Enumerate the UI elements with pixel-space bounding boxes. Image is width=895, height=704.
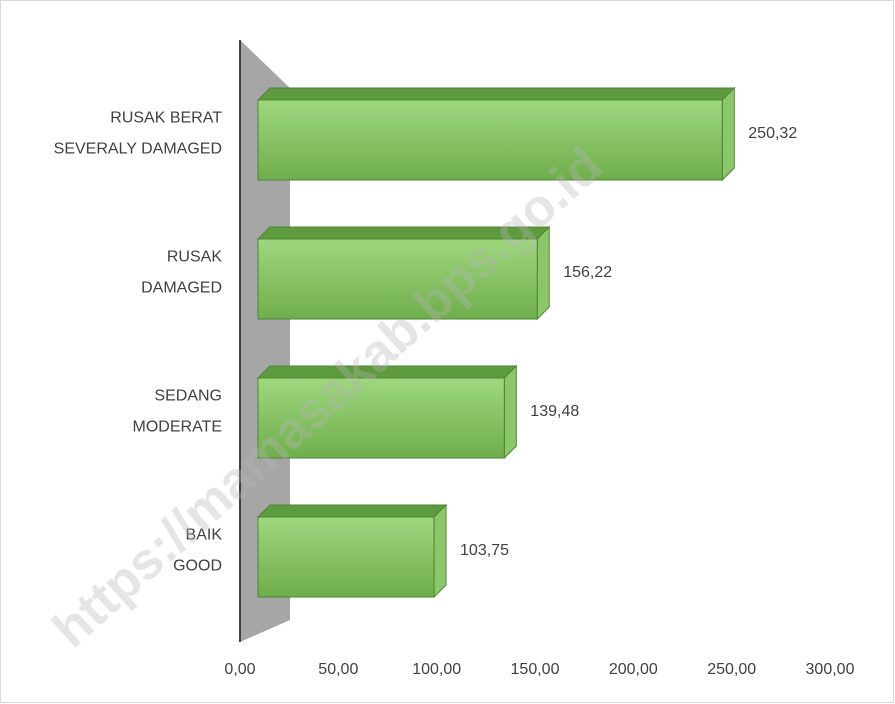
- y-tick-label: SEVERALY DAMAGED: [54, 141, 222, 158]
- bar-front: [257, 238, 538, 320]
- back-wall: [240, 40, 290, 642]
- y-tick-label: RUSAK BERAT: [110, 110, 222, 127]
- x-tick-label: 100,00: [412, 661, 461, 678]
- value-label: 103,75: [460, 542, 509, 559]
- bar-front: [257, 99, 723, 181]
- x-tick-label: 250,00: [707, 661, 756, 678]
- bar: [256, 503, 448, 599]
- bar-side: [433, 503, 447, 599]
- bar-side: [721, 86, 735, 182]
- x-tick-label: 150,00: [511, 661, 560, 678]
- y-tick-label: GOOD: [173, 558, 222, 575]
- bar-front: [257, 516, 435, 598]
- x-tick-label: 0,00: [224, 661, 255, 678]
- bar-side: [503, 364, 517, 460]
- bar-front: [257, 377, 505, 459]
- y-tick-label: RUSAK: [167, 249, 222, 266]
- x-tick-label: 300,00: [806, 661, 855, 678]
- bar: [256, 364, 518, 460]
- bar-top: [256, 504, 448, 518]
- bar-top: [256, 87, 736, 101]
- bar: [256, 86, 736, 182]
- y-tick-label: MODERATE: [133, 419, 222, 436]
- y-tick-label: SEDANG: [154, 388, 222, 405]
- value-label: 156,22: [563, 264, 612, 281]
- y-tick-label: DAMAGED: [141, 280, 222, 297]
- y-tick-label: BAIK: [186, 527, 223, 544]
- value-label: 139,48: [530, 403, 579, 420]
- x-tick-label: 50,00: [318, 661, 358, 678]
- value-label: 250,32: [748, 125, 797, 142]
- bar: [256, 225, 551, 321]
- x-tick-label: 200,00: [609, 661, 658, 678]
